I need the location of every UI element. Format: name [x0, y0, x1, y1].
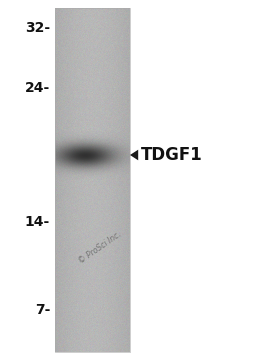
- Text: 24-: 24-: [25, 81, 50, 95]
- Text: TDGF1: TDGF1: [141, 146, 203, 164]
- Text: 7-: 7-: [35, 303, 50, 317]
- Text: 32-: 32-: [25, 21, 50, 35]
- Bar: [55, 8, 130, 352]
- Polygon shape: [130, 150, 138, 160]
- Text: 14-: 14-: [25, 215, 50, 229]
- Text: © ProSci Inc.: © ProSci Inc.: [77, 230, 123, 266]
